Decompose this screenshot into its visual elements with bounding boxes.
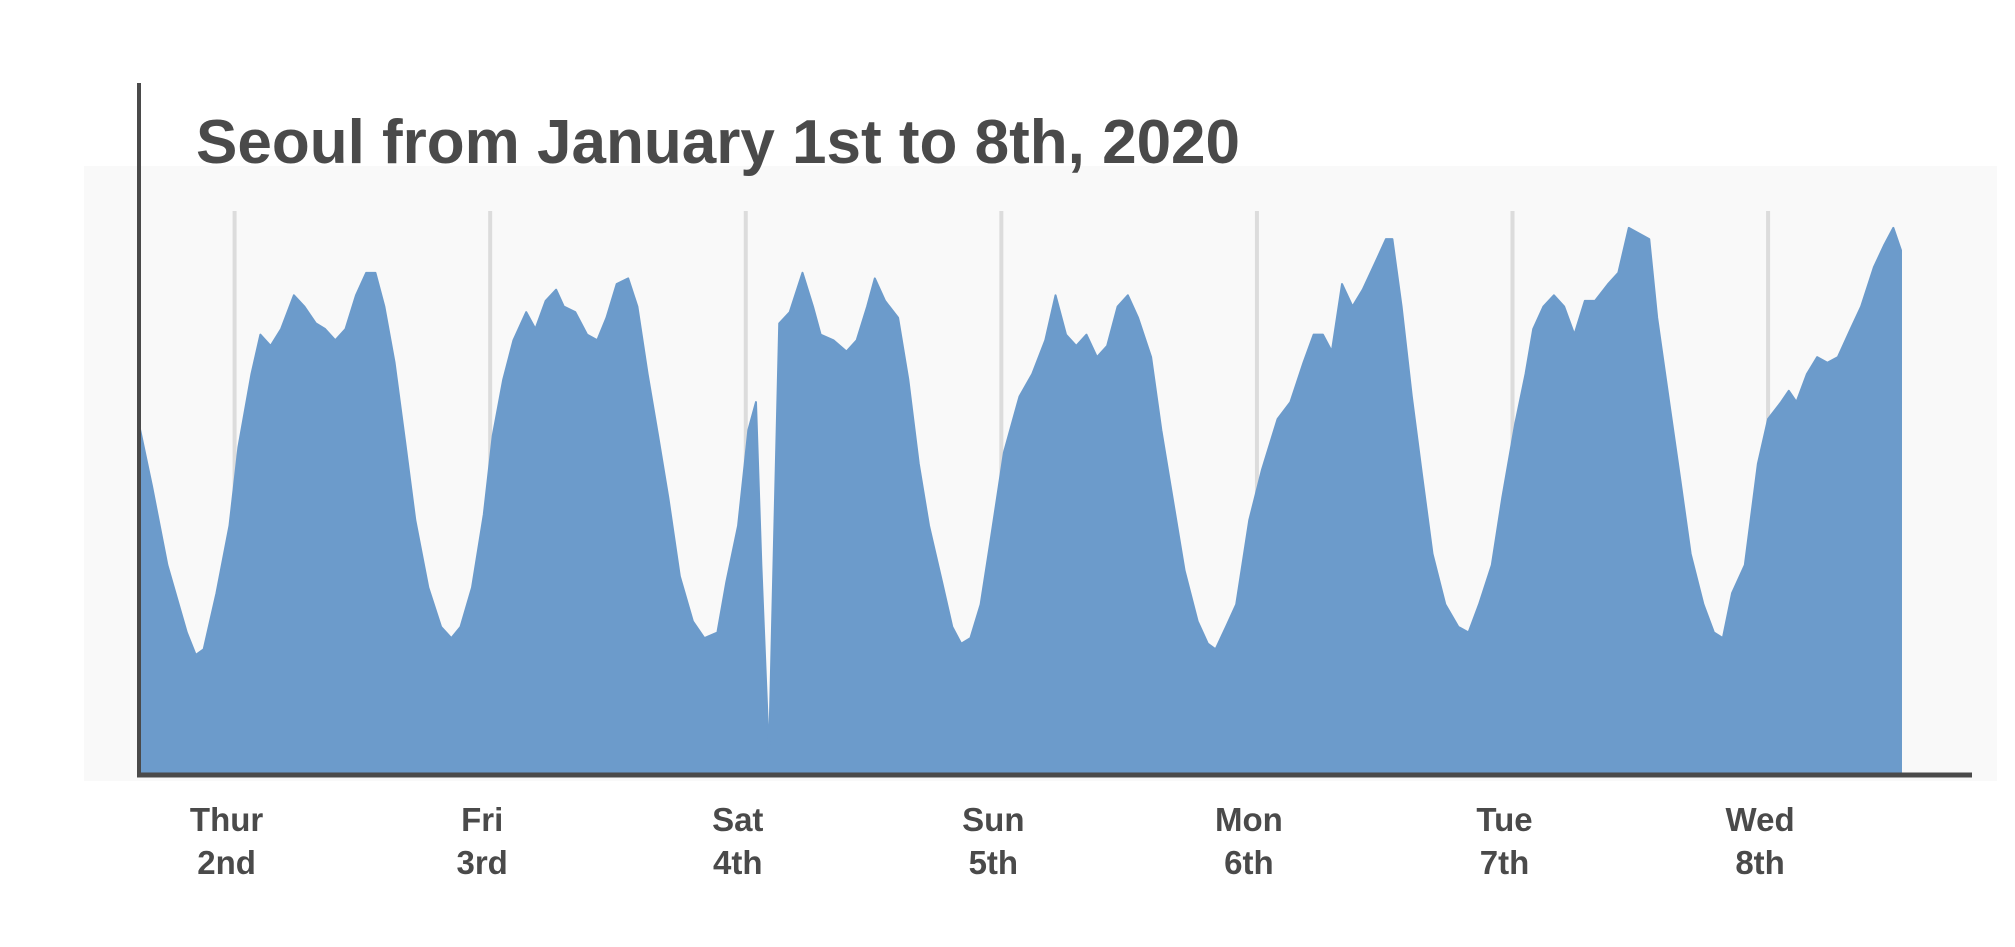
x-tick-label: Thur 2nd — [189, 801, 264, 881]
area — [138, 226, 1902, 774]
x-tick-label: Sat 4th — [712, 801, 764, 881]
x-tick-label: Mon 6th — [1215, 801, 1283, 881]
chart-title: Seoul from January 1st to 8th, 2020 — [196, 108, 1240, 177]
x-tick-label: Sun 5th — [962, 801, 1025, 881]
x-tick-label: Wed 8th — [1725, 801, 1795, 881]
x-tick-label: Tue 7th — [1476, 801, 1533, 881]
x-tick-label: Fri 3rd — [456, 801, 508, 881]
marks — [138, 226, 1902, 774]
